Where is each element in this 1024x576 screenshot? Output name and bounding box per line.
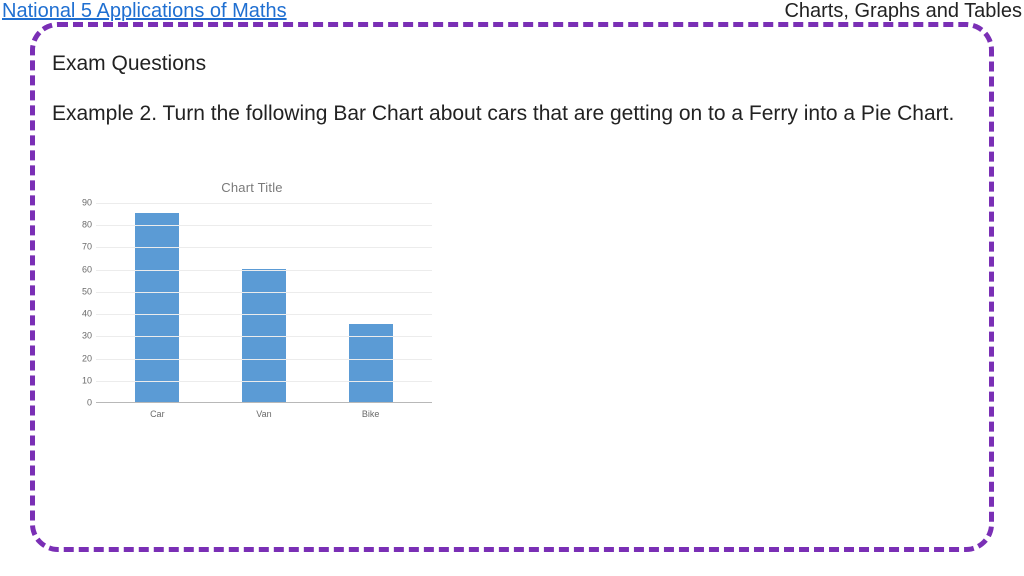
gridline [96,359,432,360]
y-tick-label: 70 [82,243,92,252]
y-tick-label: 30 [82,332,92,341]
y-tick-label: 40 [82,310,92,319]
gridline [96,203,432,204]
gridline [96,292,432,293]
gridline [96,270,432,271]
y-tick-label: 80 [82,221,92,230]
section-title: Exam Questions [52,52,972,76]
bars-container [96,203,432,402]
x-label-car: Car [135,409,179,419]
page-header: National 5 Applications of Maths Charts,… [0,0,1024,24]
x-axis-labels: Car Van Bike [96,409,432,419]
header-right-title: Charts, Graphs and Tables [784,0,1024,23]
x-label-van: Van [242,409,286,419]
y-tick-label: 50 [82,287,92,296]
gridline [96,247,432,248]
bar-van [242,269,286,402]
x-label-bike: Bike [349,409,393,419]
plot-area [96,203,432,403]
y-tick-label: 0 [87,399,92,408]
gridline [96,314,432,315]
gridline [96,336,432,337]
y-tick-label: 10 [82,376,92,385]
bar-car [135,213,179,402]
bar-chart: Chart Title 0 10 20 30 40 50 60 70 80 90 Car Van Bi… [72,180,432,419]
y-tick-label: 90 [82,199,92,208]
y-axis: 0102030405060708090 [72,203,96,403]
y-tick-label: 20 [82,354,92,363]
y-tick-label: 60 [82,265,92,274]
chart-title: Chart Title [72,180,432,195]
gridline [96,225,432,226]
chart-area: 0102030405060708090 [72,203,432,403]
gridline [96,381,432,382]
question-text: Example 2. Turn the following Bar Chart … [52,100,972,128]
content-region: Exam Questions Example 2. Turn the follo… [52,52,972,168]
header-left-title: National 5 Applications of Maths [0,0,287,23]
